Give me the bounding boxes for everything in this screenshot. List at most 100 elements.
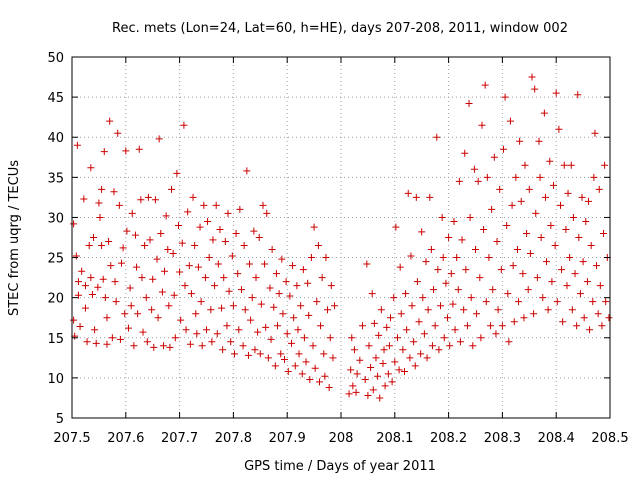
data-point — [271, 362, 279, 370]
y-tick-label: 45 — [47, 91, 64, 106]
data-point — [225, 287, 233, 295]
data-point — [505, 338, 513, 346]
data-point — [252, 274, 260, 282]
data-point — [200, 201, 208, 209]
data-point — [194, 263, 202, 271]
data-point — [223, 322, 231, 330]
data-point — [121, 310, 129, 318]
data-point — [348, 334, 356, 342]
data-point — [560, 161, 568, 169]
data-point — [201, 274, 209, 282]
data-point — [411, 362, 419, 370]
data-point — [367, 363, 375, 371]
data-point — [286, 292, 294, 300]
data-point — [166, 343, 174, 351]
data-point — [347, 366, 355, 374]
data-point — [144, 193, 152, 201]
data-point — [393, 334, 401, 342]
data-point — [85, 242, 93, 250]
data-point — [139, 328, 147, 336]
data-point — [155, 135, 163, 143]
x-axis-tick-labels: 207.5 207.6 207.7 207.8 207.9 208 208.1 208.2 20… — [53, 431, 628, 446]
data-point — [158, 288, 166, 296]
data-point — [304, 279, 312, 287]
data-point — [390, 294, 398, 302]
data-point — [363, 260, 371, 268]
data-point — [481, 81, 489, 89]
data-point — [557, 201, 565, 209]
data-point — [388, 378, 396, 386]
data-point — [504, 290, 512, 298]
data-point — [309, 342, 317, 350]
data-point — [208, 338, 216, 346]
data-point — [92, 339, 100, 347]
data-point — [548, 278, 556, 286]
data-point — [257, 300, 265, 308]
data-point — [383, 323, 391, 331]
data-point — [526, 250, 534, 258]
chart-title: Rec. mets (Lon=24, Lat=60, h=HE), days 2… — [112, 21, 568, 36]
data-point — [180, 121, 188, 129]
data-point — [108, 334, 116, 342]
data-point — [175, 221, 183, 229]
y-tick-label: 10 — [47, 372, 64, 387]
data-point — [270, 303, 278, 311]
data-point — [162, 212, 170, 220]
y-tick-label: 25 — [47, 252, 64, 267]
data-point — [70, 316, 78, 324]
x-tick-label: 208.3 — [484, 431, 521, 446]
data-point — [151, 196, 159, 204]
data-point — [509, 262, 517, 270]
data-point — [591, 129, 599, 137]
data-point — [315, 378, 323, 386]
data-point — [472, 246, 479, 254]
data-point — [483, 173, 491, 181]
data-point — [399, 346, 407, 354]
data-point — [87, 274, 95, 282]
data-point — [503, 221, 511, 229]
data-point — [499, 145, 507, 153]
data-point — [528, 73, 536, 81]
data-point — [535, 137, 543, 145]
x-tick-label: 208.5 — [591, 431, 628, 446]
data-point — [530, 310, 538, 318]
data-point — [397, 310, 405, 318]
data-point — [510, 318, 518, 326]
data-point — [133, 263, 141, 271]
data-point — [440, 334, 448, 342]
data-point — [130, 342, 138, 350]
data-point — [83, 338, 91, 346]
data-point — [138, 274, 146, 282]
data-point — [521, 161, 529, 169]
data-point — [381, 382, 389, 390]
data-point — [124, 324, 132, 332]
data-point — [283, 330, 291, 338]
data-point — [189, 193, 197, 201]
data-point — [434, 266, 442, 274]
data-point — [78, 267, 86, 275]
data-point — [325, 384, 333, 392]
data-point — [198, 342, 206, 350]
data-point — [88, 290, 96, 298]
data-point — [135, 145, 143, 153]
data-point — [462, 266, 470, 274]
data-point — [76, 323, 84, 331]
data-point — [311, 364, 319, 372]
data-point — [224, 209, 232, 217]
data-point — [559, 318, 567, 326]
data-point — [203, 326, 210, 334]
data-point — [516, 137, 524, 145]
data-point — [321, 372, 329, 380]
data-point — [235, 326, 243, 334]
data-point — [490, 153, 498, 161]
data-point — [244, 351, 252, 359]
data-point — [568, 306, 576, 314]
data-point — [127, 302, 135, 310]
data-point — [279, 310, 287, 318]
data-point — [463, 322, 471, 330]
data-point — [525, 185, 533, 193]
data-point — [487, 322, 495, 330]
data-point — [181, 282, 189, 290]
data-point — [506, 117, 514, 125]
data-point — [289, 262, 297, 270]
